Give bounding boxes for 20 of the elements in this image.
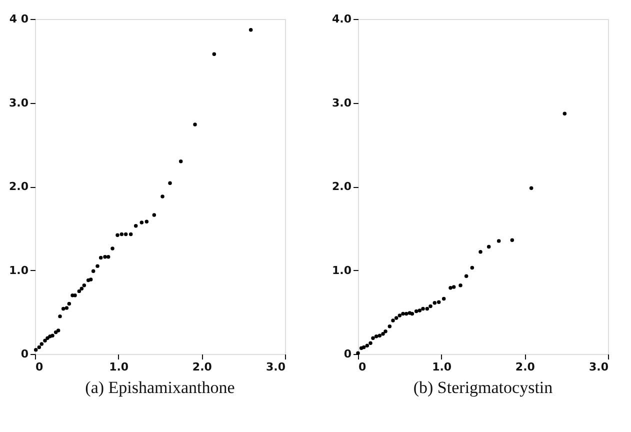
y-tick-label: 0 <box>344 348 352 360</box>
x-tick-label: 3.0 <box>589 360 609 374</box>
y-tick-label: 1.0 <box>332 264 352 277</box>
y-tick-label: 0 <box>20 348 29 360</box>
y-tick-label: 3.0 <box>9 96 29 110</box>
x-tick-label: 0 <box>358 360 366 374</box>
y-tick-label: 3.0 <box>332 96 352 110</box>
y-tick-label: 4.0 <box>332 12 352 26</box>
text: (b) Sterigmatocystin <box>413 378 554 397</box>
y-tick-label: 4 0 <box>9 12 29 26</box>
x-tick-label: 2.0 <box>192 360 212 374</box>
x-tick-label: 2.0 <box>515 360 536 374</box>
x-tick-label: 1.0 <box>109 360 129 374</box>
x-tick-label: 3.0 <box>266 360 286 374</box>
text: (a) Epishamixanthone <box>85 378 235 397</box>
y-tick-label: 1.0 <box>9 264 29 277</box>
y-tick-label: 2.0 <box>9 180 29 193</box>
y-tick-label: 2.0 <box>332 180 352 193</box>
x-tick-label: 1.0 <box>432 360 452 374</box>
x-tick-label: 0 <box>36 360 44 374</box>
